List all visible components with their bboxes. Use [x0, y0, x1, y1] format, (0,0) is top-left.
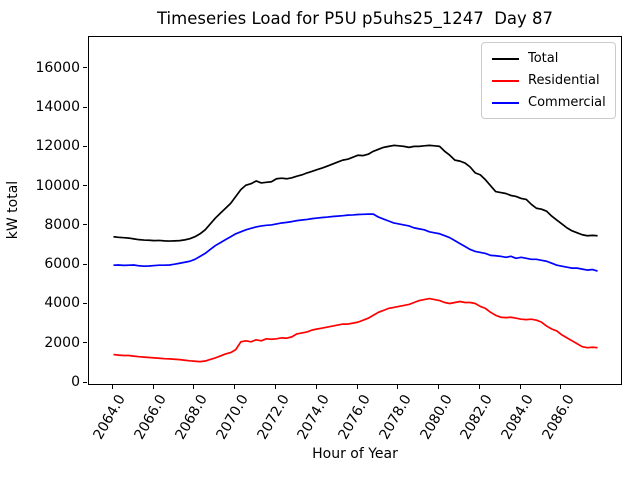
- chart-title: Timeseries Load for P5U p5uhs25_1247 Day…: [156, 9, 554, 28]
- legend-line-sample-total: [492, 57, 519, 60]
- y-tick-label: 8000: [44, 216, 80, 233]
- x-tick: [234, 385, 236, 389]
- y-tick: [83, 302, 87, 304]
- y-tick-label: 2000: [44, 334, 80, 351]
- x-tick: [193, 385, 195, 389]
- x-tick: [111, 385, 113, 389]
- y-tick-label: 12000: [35, 138, 80, 155]
- y-tick: [83, 106, 87, 108]
- y-tick: [83, 224, 87, 226]
- legend-line-sample-commercial: [492, 101, 519, 104]
- x-tick: [275, 385, 277, 389]
- series-line-total: [113, 144, 598, 242]
- legend-item-commercial: Commercial: [492, 94, 606, 111]
- y-axis-label: kW total: [5, 180, 21, 240]
- x-tick: [152, 385, 154, 389]
- y-tick-label: 14000: [35, 99, 80, 116]
- legend-label: Commercial: [528, 95, 606, 110]
- y-tick: [83, 185, 87, 187]
- legend: Total Residential Commercial: [481, 42, 616, 119]
- y-tick-label: 6000: [44, 256, 80, 273]
- y-tick: [83, 342, 87, 344]
- y-tick: [83, 263, 87, 265]
- x-tick: [519, 385, 521, 389]
- legend-line-sample-residential: [492, 79, 519, 82]
- y-tick: [83, 67, 87, 69]
- plot-lines-svg: [113, 144, 598, 363]
- x-tick: [397, 385, 399, 389]
- legend-item-total: Total: [492, 50, 605, 67]
- legend-label: Residential: [528, 73, 600, 88]
- x-tick: [438, 385, 440, 389]
- series-line-commercial: [113, 213, 598, 272]
- series-line-residential: [113, 297, 598, 363]
- y-tick: [83, 145, 87, 147]
- legend-label: Total: [528, 51, 559, 66]
- y-tick-label: 16000: [35, 59, 80, 76]
- x-tick: [315, 385, 317, 389]
- x-axis-label: Hour of Year: [312, 446, 398, 462]
- legend-item-residential: Residential: [492, 72, 605, 89]
- y-tick: [83, 381, 87, 383]
- x-tick: [478, 385, 480, 389]
- y-tick-label: 10000: [35, 177, 80, 194]
- x-tick: [356, 385, 358, 389]
- y-tick-label: 0: [71, 374, 80, 391]
- y-tick-label: 4000: [44, 295, 80, 312]
- x-tick: [560, 385, 562, 389]
